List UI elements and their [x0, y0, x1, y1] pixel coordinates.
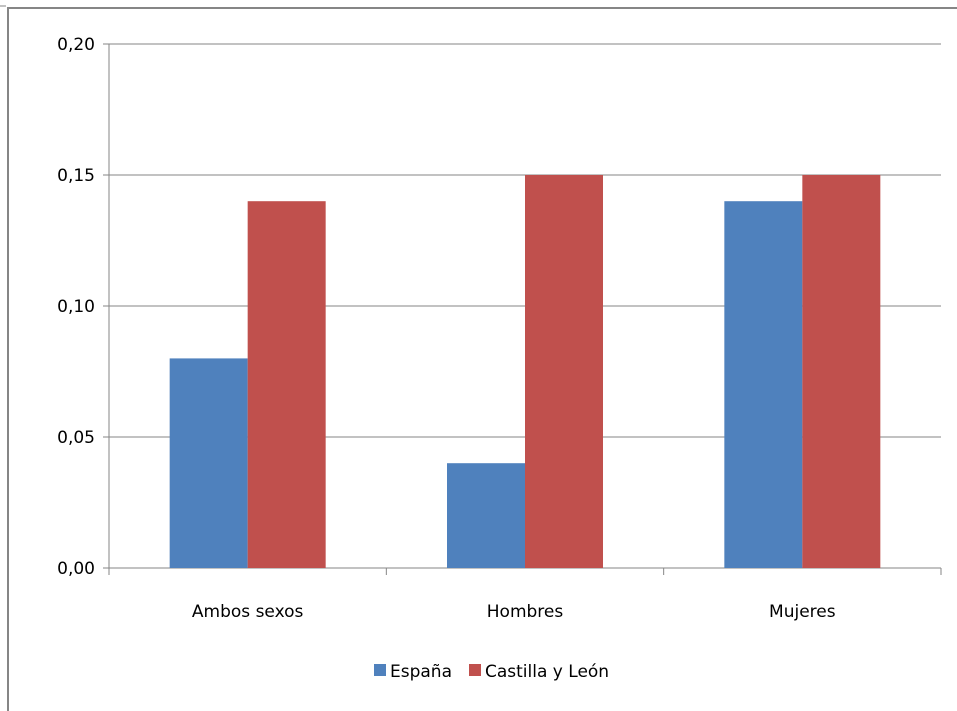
legend: España Castilla y León — [374, 662, 609, 682]
bar-espana — [724, 201, 803, 568]
y-tick-label: 0,05 — [57, 428, 95, 448]
chart-border — [7, 7, 957, 711]
x-tick-label: Hombres — [487, 602, 564, 622]
legend-label: España — [390, 662, 452, 682]
x-tick-label: Ambos sexos — [192, 602, 304, 622]
bar-espana — [447, 463, 525, 568]
bar-espana — [169, 358, 248, 568]
x-tick-label: Mujeres — [769, 602, 836, 622]
y-tick-label: 0,15 — [57, 166, 95, 186]
bar-castilla-y-leon — [802, 175, 881, 568]
x-tick-labels: Ambos sexos Hombres Mujeres — [192, 602, 836, 622]
legend-label: Castilla y León — [485, 662, 609, 682]
y-tick-label: 0,00 — [57, 559, 95, 579]
bar-castilla-y-leon — [525, 175, 603, 568]
bar-castilla-y-leon — [247, 201, 326, 568]
legend-swatch — [374, 664, 386, 676]
y-tick-label: 0,20 — [57, 35, 95, 55]
y-tick-label: 0,10 — [57, 297, 95, 317]
legend-swatch — [469, 664, 481, 676]
y-tick-labels: 0,00 0,05 0,10 0,15 0,20 — [57, 35, 95, 579]
bars — [169, 175, 881, 568]
